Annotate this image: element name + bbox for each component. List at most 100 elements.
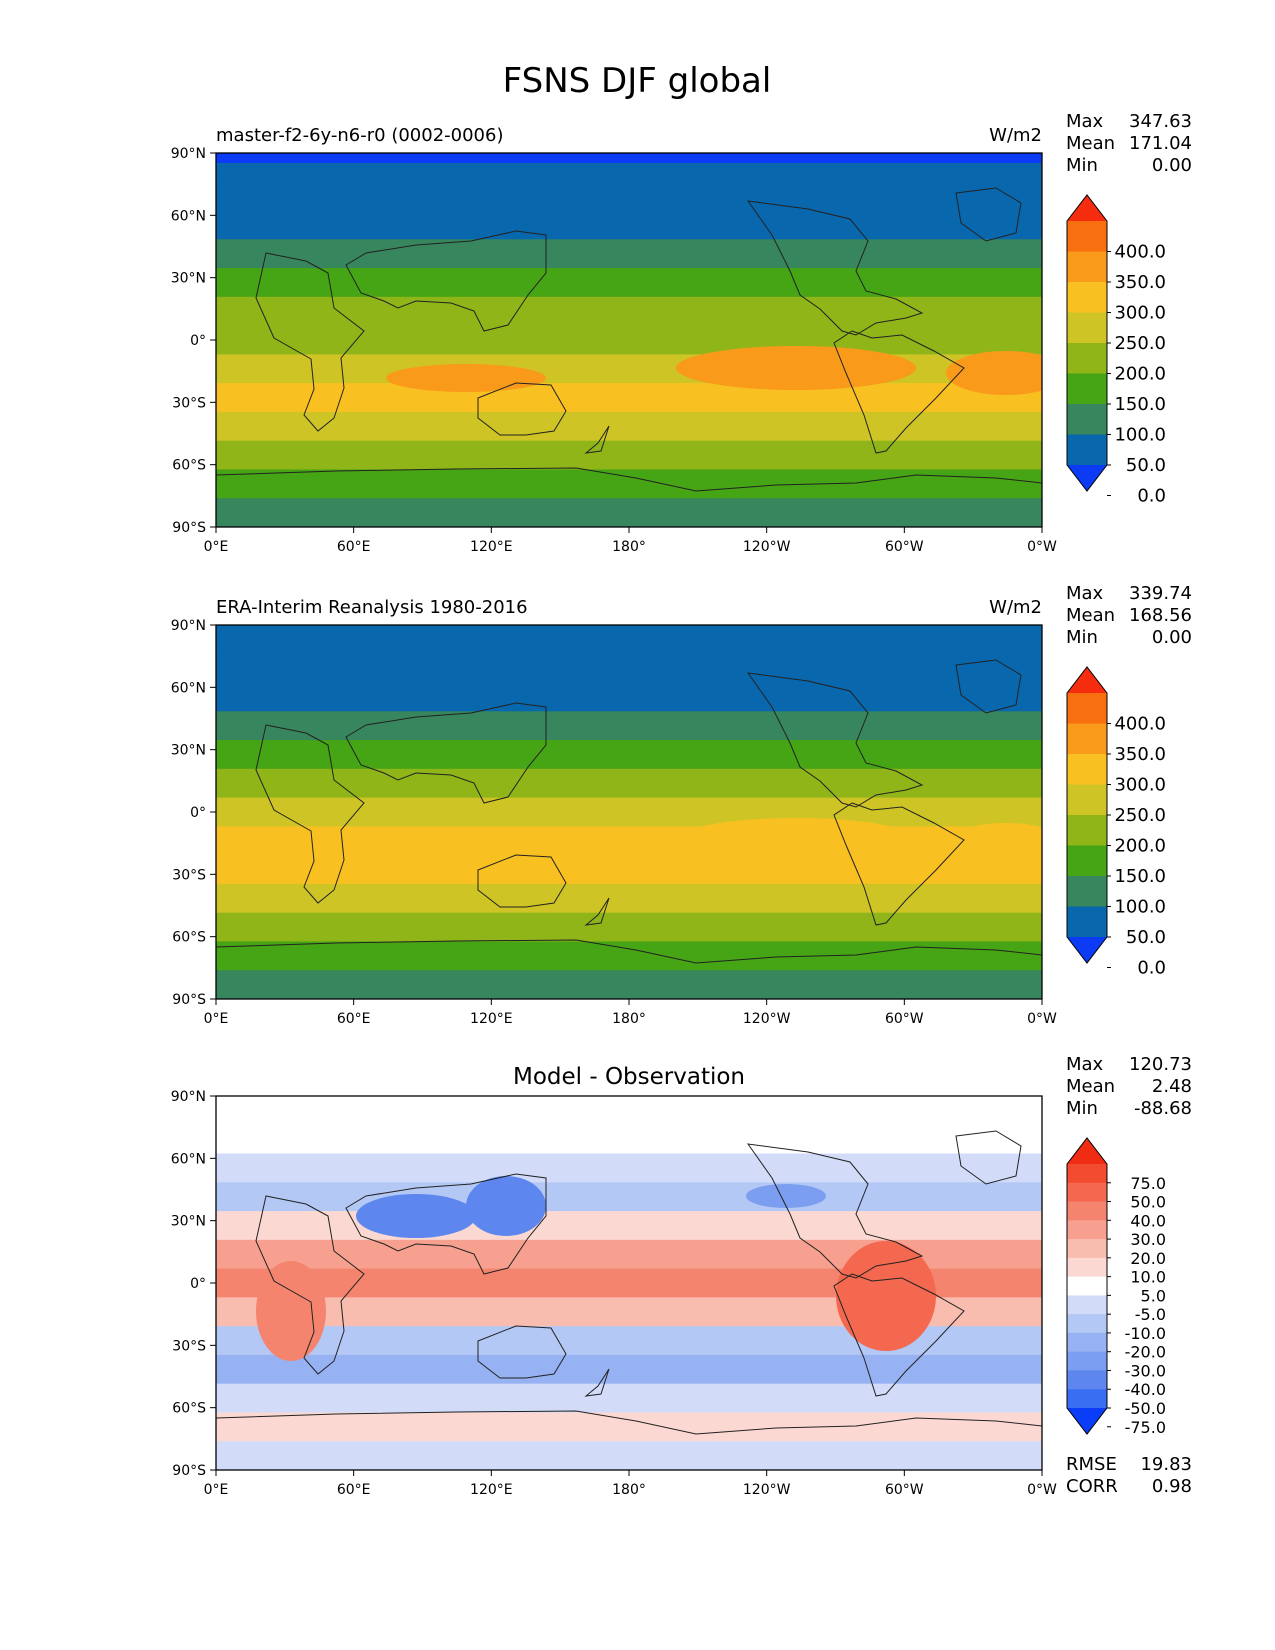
- lon-tick-label: 60°W: [885, 539, 924, 555]
- colorbar-label: 350.0: [1114, 272, 1166, 293]
- lon-tick-label: 120°W: [743, 1011, 791, 1027]
- map-band: [216, 826, 1042, 857]
- colorbar-segment: [1067, 754, 1107, 786]
- colorbar-label: 50.0: [1130, 1193, 1166, 1212]
- positive-anomaly: [836, 1241, 936, 1351]
- panel-units: W/m2: [989, 597, 1042, 618]
- colorbar-segment: [1067, 1257, 1107, 1278]
- colorbar-label: 75.0: [1130, 1174, 1166, 1193]
- colorbar-label: 50.0: [1126, 927, 1166, 948]
- stat-value: 0.00: [1152, 155, 1192, 176]
- colorbar-segment: [1067, 1182, 1107, 1203]
- lat-tick-label: 0°: [190, 1276, 206, 1292]
- stat-label: Mean: [1066, 605, 1115, 626]
- colorbar-segment: [1067, 1276, 1107, 1296]
- colorbar-label: 100.0: [1114, 425, 1166, 446]
- map-band: [216, 469, 1042, 500]
- panel-diff: Model - Observation 90°N 60°N 30°N 0° 30°S 60°…: [171, 1054, 1192, 1498]
- coastline: [255, 1195, 365, 1375]
- lon-tick-label: 180°: [612, 1011, 646, 1027]
- coastline: [216, 939, 1042, 999]
- stat-value: 347.63: [1129, 111, 1192, 132]
- coastline: [255, 724, 365, 904]
- colorbar-label: 0.0: [1137, 486, 1166, 507]
- footer-stat-label: CORR: [1066, 1476, 1118, 1497]
- lon-tick-label: 60°E: [337, 1482, 371, 1498]
- panel-obs: ERA-Interim Reanalysis 1980-2016 W/m2 90°N…: [171, 583, 1192, 1027]
- coastline: [746, 200, 924, 336]
- colorbar-segment: [1067, 815, 1107, 847]
- stat-value: -88.68: [1134, 1098, 1192, 1119]
- warm-region: [676, 818, 916, 862]
- colorbar-label: 250.0: [1114, 333, 1166, 354]
- stat-label: Min: [1066, 627, 1098, 648]
- colorbar-label: -50.0: [1125, 1399, 1166, 1418]
- colorbar-label: 400.0: [1114, 242, 1166, 263]
- stat-label: Mean: [1066, 1076, 1115, 1097]
- map-band: [216, 970, 1042, 999]
- colorbar-extend-min: [1067, 465, 1107, 491]
- colorbar-segment: [1067, 1332, 1107, 1353]
- warm-region: [946, 351, 1042, 395]
- map-field: [216, 1096, 1042, 1470]
- lon-tick-label: 60°W: [885, 1482, 924, 1498]
- colorbar-segment: [1067, 373, 1107, 405]
- panel-center-title: Model - Observation: [513, 1064, 745, 1090]
- colorbar-label: 0.0: [1137, 958, 1166, 979]
- lat-tick-label: 60°N: [171, 1151, 206, 1167]
- map-band: [216, 1153, 1042, 1184]
- lon-tick-label: 180°: [612, 539, 646, 555]
- colorbar: 75.050.040.030.020.010.05.0-5.0-10.0-20.…: [1066, 1137, 1166, 1437]
- lon-tick-label: 120°W: [743, 539, 791, 555]
- coastlines: [216, 1130, 1042, 1470]
- negative-anomaly: [746, 1184, 826, 1208]
- colorbar: 400.0 350.0 300.0 250.0 200.0 150.0 100.0 50.0 0…: [1066, 666, 1166, 979]
- map-band: [216, 354, 1042, 385]
- colorbar-label: 200.0: [1114, 836, 1166, 857]
- footer-stat-value: 19.83: [1140, 1454, 1192, 1475]
- lon-tick-label: 0°W: [1027, 1011, 1057, 1027]
- map-band: [216, 855, 1042, 885]
- colorbar-segment: [1067, 282, 1107, 314]
- stat-label: Max: [1066, 111, 1104, 132]
- stat-value: 120.73: [1129, 1054, 1192, 1075]
- colorbar-label: 150.0: [1114, 394, 1166, 415]
- colorbar-label: -40.0: [1125, 1380, 1166, 1399]
- colorbar-label: 300.0: [1114, 303, 1166, 324]
- lon-tick-label: 0°E: [204, 539, 229, 555]
- colorbar-segment: [1067, 404, 1107, 436]
- coastline: [345, 1173, 547, 1275]
- lon-tick-label: 0°E: [204, 1482, 229, 1498]
- warm-region: [946, 823, 1042, 867]
- coastline: [584, 897, 610, 926]
- warm-region: [386, 364, 546, 392]
- colorbar-extend-min: [1067, 1408, 1107, 1434]
- colorbar-segment: [1067, 1239, 1107, 1259]
- coastline: [833, 330, 965, 454]
- colorbar-label: -5.0: [1135, 1305, 1166, 1324]
- coastline: [345, 230, 547, 332]
- map-band: [216, 1124, 1042, 1155]
- stat-label: Max: [1066, 1054, 1104, 1075]
- colorbar-segment: [1067, 1370, 1107, 1390]
- map-band: [216, 653, 1042, 684]
- map-band: [216, 1412, 1042, 1443]
- colorbar-label: 350.0: [1114, 744, 1166, 765]
- colorbar-label: -30.0: [1125, 1361, 1166, 1380]
- map-band: [216, 440, 1042, 471]
- lat-tick-label: 90°S: [172, 520, 206, 536]
- lat-tick-label: 0°: [190, 333, 206, 349]
- negative-anomaly: [466, 1176, 546, 1236]
- map-field: [216, 153, 1042, 527]
- colorbar-label: 250.0: [1114, 805, 1166, 826]
- colorbar-label: 100.0: [1114, 897, 1166, 918]
- panel-units: W/m2: [989, 125, 1042, 146]
- lat-tick-label: 30°S: [172, 395, 206, 411]
- map-band: [216, 1211, 1042, 1241]
- map-band: [216, 210, 1042, 241]
- map-band: [216, 941, 1042, 972]
- colorbar-label: 400.0: [1114, 714, 1166, 735]
- lon-tick-label: 0°E: [204, 1011, 229, 1027]
- footer-stat-value: 0.98: [1152, 1476, 1192, 1497]
- colorbar-segment: [1067, 312, 1107, 344]
